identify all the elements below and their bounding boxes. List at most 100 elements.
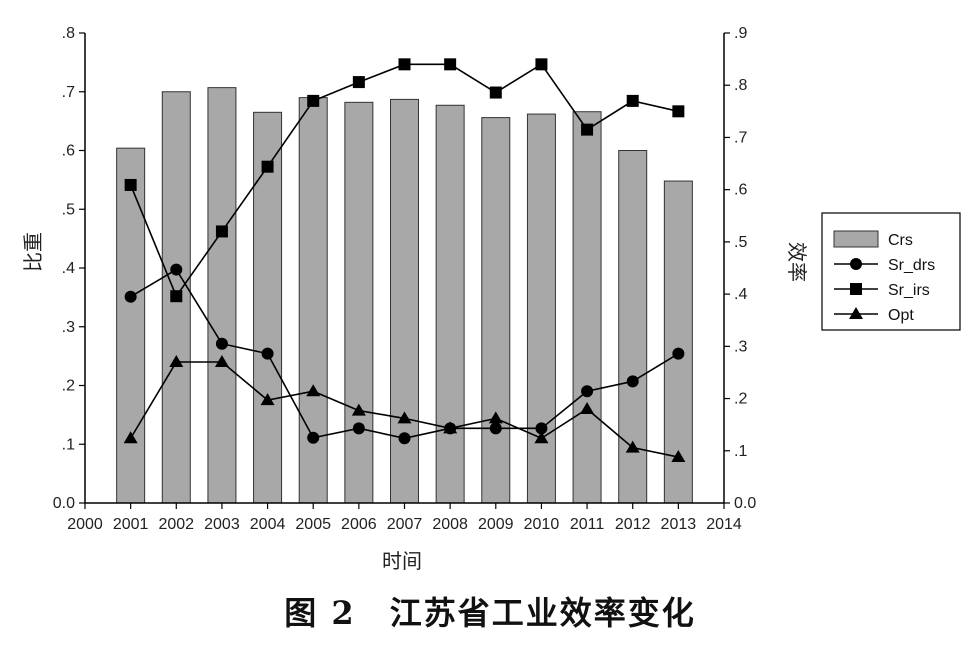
y-left-tick-label: 0.0 [53, 495, 75, 512]
point-sr_irs-2011 [581, 123, 594, 136]
point-opt-2011 [580, 402, 595, 414]
point-sr_drs-2005 [307, 431, 320, 444]
bar-2003 [207, 87, 237, 504]
x-axis-title: 时间 [382, 549, 422, 573]
x-tick-label: 2005 [295, 516, 331, 533]
point-opt-2009 [488, 411, 503, 424]
series-opt [123, 355, 686, 463]
legend-label-crs: Crs [888, 232, 913, 249]
point-sr_irs-2002 [170, 290, 183, 303]
y-left-tick-label: .2 [62, 378, 75, 395]
point-sr_drs-2013 [672, 347, 685, 360]
series-sr_drs [124, 263, 685, 445]
y-left-tick-label: .3 [62, 319, 75, 336]
bar-2004 [253, 111, 283, 504]
point-sr_irs-2004 [261, 160, 274, 173]
x-tick-label: 2011 [570, 516, 605, 533]
point-opt-2013 [671, 450, 686, 463]
y-right-tick-label: .9 [734, 25, 747, 42]
y-right-tick-label: 0.0 [734, 495, 756, 512]
y-right-tick-label: .1 [734, 443, 747, 460]
x-tick-label: 2002 [158, 516, 194, 533]
point-opt-2001 [123, 431, 138, 444]
legend-label-sr_drs: Sr_drs [888, 257, 935, 274]
y-right-tick-label: .8 [734, 77, 747, 94]
y-right-tick-label: .4 [734, 286, 747, 303]
x-tick-label: 2014 [706, 516, 742, 533]
y-axis-left-title: 比重 [21, 232, 45, 272]
point-sr_drs-2004 [261, 347, 274, 360]
bar-2010 [526, 113, 556, 504]
legend-label-opt: Opt [888, 307, 914, 324]
legend-label-sr_irs: Sr_irs [888, 282, 930, 299]
legend-swatch-crs [833, 230, 879, 248]
y-right-tick-label: .7 [734, 129, 747, 146]
y-left-tick-label: .5 [62, 201, 75, 218]
legend-marker-opt [849, 307, 863, 319]
x-tick-label: 2010 [524, 516, 560, 533]
point-sr_drs-2009 [489, 422, 502, 435]
y-right-tick-label: .3 [734, 338, 747, 355]
bar-2006 [344, 101, 374, 504]
point-sr_irs-2001 [124, 178, 137, 191]
bar-2009 [481, 117, 511, 504]
point-opt-2007 [397, 411, 412, 424]
point-sr_drs-2012 [626, 375, 639, 388]
x-tick-label: 2008 [432, 516, 468, 533]
x-tick-label: 2009 [478, 516, 514, 533]
y-left-tick-label: .6 [62, 143, 75, 160]
legend: Crs Sr_drs Sr_irs Opt [821, 212, 961, 331]
point-sr_irs-2006 [352, 76, 365, 89]
figure-caption: 图 2 江苏省工业效率变化 [284, 594, 696, 632]
y-right-tick-label: .2 [734, 391, 747, 408]
series-sr_irs [124, 58, 685, 303]
x-tick-label: 2006 [341, 516, 377, 533]
point-opt-2003 [214, 355, 229, 367]
y-left-tick-label: .4 [62, 260, 75, 277]
point-opt-2006 [351, 403, 366, 416]
y-right-tick-label: .5 [734, 234, 747, 251]
point-sr_irs-2008 [444, 58, 457, 71]
x-tick-label: 2004 [250, 516, 286, 533]
point-sr_irs-2010 [535, 58, 548, 71]
bar-2001 [116, 147, 146, 504]
point-sr_drs-2001 [124, 290, 137, 303]
x-tick-label: 2000 [67, 516, 103, 533]
point-opt-2008 [443, 421, 458, 434]
y-right-tick-label: .6 [734, 182, 747, 199]
line-series [123, 58, 686, 463]
point-sr_irs-2003 [215, 225, 228, 238]
x-tick-label: 2001 [113, 516, 149, 533]
bar-series-crs [116, 87, 693, 504]
point-sr_drs-2006 [352, 422, 365, 435]
bar-2008 [435, 104, 465, 504]
point-sr_irs-2009 [489, 86, 502, 99]
point-sr_irs-2007 [398, 58, 411, 71]
point-sr_irs-2012 [626, 94, 639, 107]
y-axis-right-title: 效率 [785, 242, 809, 282]
y-left-tick-label: .1 [62, 436, 75, 453]
point-opt-2005 [306, 384, 321, 397]
axis-ticks: 0.0 .1 .2 .3 .4 .5 .6 .7 .8 0.0 .1 .2 .3 .4 .5 .6 .7 .8 .9… [53, 25, 757, 533]
y-left-tick-label: .7 [62, 84, 75, 101]
x-tick-label: 2007 [387, 516, 423, 533]
legend-marker-sr_drs [850, 258, 862, 270]
point-sr_irs-2013 [672, 105, 685, 118]
point-sr_drs-2002 [170, 263, 183, 276]
point-sr_drs-2011 [581, 385, 594, 398]
x-tick-label: 2013 [661, 516, 697, 533]
point-sr_drs-2010 [535, 422, 548, 435]
point-opt-2002 [169, 355, 184, 367]
point-sr_irs-2005 [307, 94, 320, 107]
point-opt-2004 [260, 393, 275, 406]
point-sr_drs-2003 [215, 337, 228, 350]
bar-2011 [572, 111, 602, 504]
y-left-tick-label: .8 [62, 25, 75, 42]
point-opt-2012 [625, 440, 640, 453]
x-tick-label: 2003 [204, 516, 240, 533]
point-opt-2010 [534, 431, 549, 444]
legend-marker-sr_irs [850, 283, 862, 295]
x-tick-label: 2012 [615, 516, 651, 533]
point-sr_drs-2007 [398, 432, 411, 445]
